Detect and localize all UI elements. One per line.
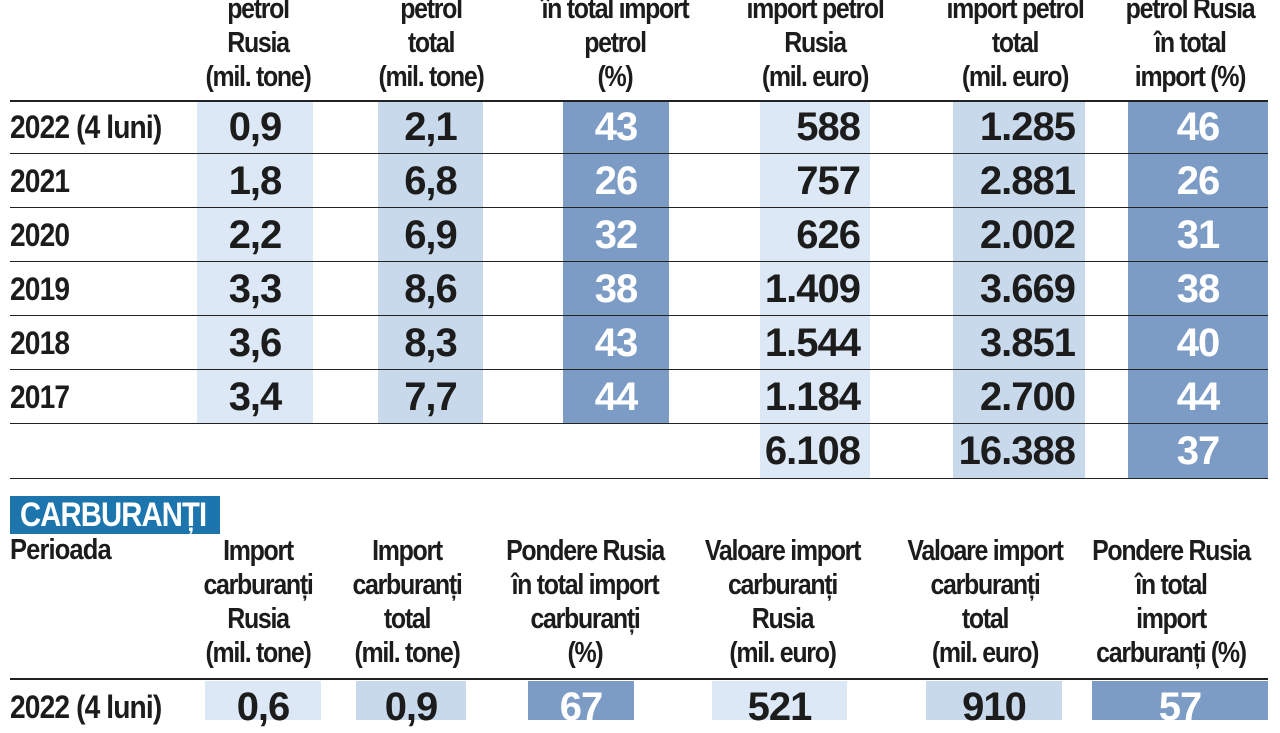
top-header-col3: în total import petrol (%) <box>541 0 690 93</box>
top-header-col5: import petrol total (mil. euro) <box>946 0 1084 93</box>
total-share: 37 <box>1176 429 1221 473</box>
cell-share-volume: 38 <box>594 266 639 311</box>
cell-value-russia: 521 <box>747 684 813 729</box>
cell-share-value: 57 <box>1158 684 1203 729</box>
band-bottom-col2 <box>356 681 466 720</box>
top-header-col6: petrol Rusia în total import (%) <box>1125 0 1256 93</box>
band-top-col2 <box>378 100 483 424</box>
cell-share-volume: 26 <box>594 158 639 203</box>
row-period: 2021 <box>10 162 70 199</box>
cell-share-value: 26 <box>1176 158 1221 203</box>
row-rule <box>10 261 1268 262</box>
cell-value-russia: 626 <box>796 212 861 257</box>
row-rule <box>10 207 1268 208</box>
cell-value-russia: 1.409 <box>764 266 861 311</box>
cell-share-value: 46 <box>1176 104 1221 149</box>
bottom-header-col5: Valoare import carburanți total (mil. euro) <box>907 535 1063 669</box>
cell-share-value: 44 <box>1176 374 1221 419</box>
cell-import-russia-t: 0,6 <box>236 684 291 729</box>
cell-value-total: 3.851 <box>979 320 1076 365</box>
cell-import-total-t: 7,7 <box>404 374 458 419</box>
row-rule <box>10 478 1268 479</box>
band-bottom-col3 <box>528 681 634 720</box>
bottom-header-col1: Import carburanți Rusia (mil. tone) <box>203 535 313 669</box>
cell-import-total-t: 0,9 <box>384 684 439 729</box>
cell-value-total: 2.881 <box>979 158 1076 203</box>
row-period: 2018 <box>10 324 70 361</box>
cell-import-total-t: 8,6 <box>404 266 458 311</box>
cell-import-total-t: 6,9 <box>404 212 458 257</box>
cell-import-total-t: 8,3 <box>404 320 458 365</box>
bottom-header-col6: Pondere Rusia în total import carburanți (%… <box>1092 535 1251 669</box>
cell-value-total: 2.700 <box>979 374 1076 419</box>
row-rule <box>10 369 1268 370</box>
cell-import-russia-t: 2,2 <box>228 212 283 257</box>
bottom-header-col4: Valoare import carburanți Rusia (mil. euro) <box>704 535 861 669</box>
cell-share-volume: 43 <box>594 104 639 149</box>
cell-share-volume: 43 <box>594 320 639 365</box>
cell-import-total-t: 6,8 <box>404 158 458 203</box>
cell-import-russia-t: 3,3 <box>228 266 283 311</box>
cell-value-russia: 588 <box>796 104 861 149</box>
cell-import-total-t: 2,1 <box>404 104 458 149</box>
cell-share-volume: 32 <box>594 212 639 257</box>
cell-share-value: 38 <box>1176 266 1221 311</box>
top-header-col1: petrol Rusia (mil. tone) <box>205 0 312 93</box>
section-badge-carburanti: CARBURANȚI <box>10 496 220 534</box>
row-period: 2020 <box>10 216 70 253</box>
cell-value-total: 2.002 <box>979 212 1076 257</box>
bottom-header-rule <box>10 678 1268 680</box>
cell-share-value: 31 <box>1176 212 1221 257</box>
row-period: 2022 (4 luni) <box>10 688 162 725</box>
row-period: 2019 <box>10 270 70 307</box>
row-rule <box>10 153 1268 154</box>
cell-share-volume: 44 <box>594 374 639 419</box>
bottom-header-col3: Pondere Rusia în total import carburanți (%… <box>506 535 665 669</box>
cell-import-russia-t: 1,8 <box>228 158 283 203</box>
total-value-total: 16.388 <box>958 429 1076 473</box>
row-rule <box>10 315 1268 316</box>
cell-value-russia: 1.544 <box>764 320 861 365</box>
top-header-col4: import petrol Rusia (mil. euro) <box>746 0 884 93</box>
band-top-col1 <box>197 100 313 424</box>
row-period: 2022 (4 luni) <box>10 108 162 145</box>
cell-value-total: 910 <box>962 684 1027 729</box>
bottom-header-col2: Import carburanți total (mil. tone) <box>352 535 462 669</box>
period-header: Perioada <box>10 534 112 566</box>
row-period: 2017 <box>10 378 70 415</box>
cell-value-russia: 757 <box>796 158 861 203</box>
cell-value-total: 1.285 <box>979 104 1076 149</box>
band-bottom-col6 <box>1092 681 1268 720</box>
band-top-col4 <box>760 100 870 478</box>
band-bottom-col4 <box>712 681 847 720</box>
band-top-col5 <box>953 100 1085 478</box>
row-rule <box>10 423 1268 424</box>
cell-share-volume: 67 <box>559 684 604 729</box>
cell-import-russia-t: 3,6 <box>228 320 283 365</box>
band-bottom-col1 <box>205 681 321 720</box>
cell-share-value: 40 <box>1176 320 1221 365</box>
top-header-rule <box>10 100 1268 102</box>
cell-import-russia-t: 0,9 <box>228 104 283 149</box>
cell-value-russia: 1.184 <box>764 374 861 419</box>
band-top-col6 <box>1128 100 1268 478</box>
cell-import-russia-t: 3,4 <box>228 374 283 419</box>
total-value-russia: 6.108 <box>764 429 861 473</box>
cell-value-total: 3.669 <box>979 266 1076 311</box>
band-bottom-col5 <box>926 681 1062 720</box>
top-header-col2: petrol total (mil. tone) <box>378 0 485 93</box>
band-top-col3 <box>563 100 669 424</box>
